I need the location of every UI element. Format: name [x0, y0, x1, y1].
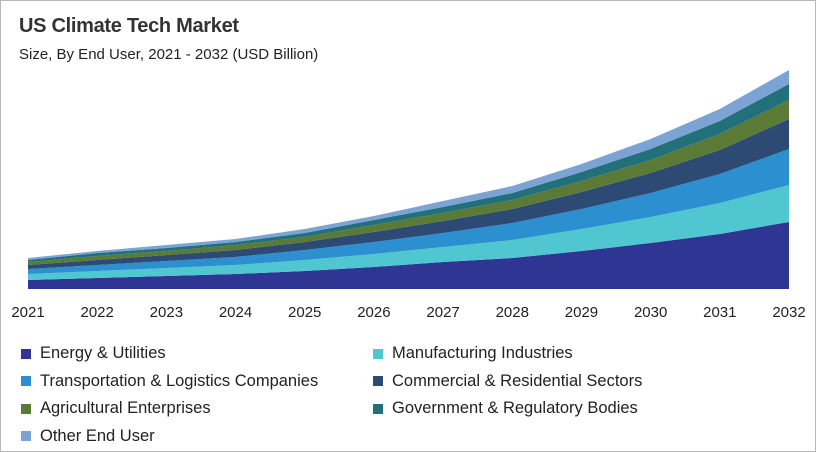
x-tick-label: 2032	[772, 304, 805, 321]
legend-swatch	[373, 403, 383, 414]
chart-title: US Climate Tech Market	[19, 15, 239, 37]
legend-label: Other End User	[40, 426, 155, 445]
legend-label: Government & Regulatory Bodies	[392, 399, 638, 417]
area-series-2	[28, 149, 789, 274]
legend-swatch	[373, 348, 383, 359]
x-tick-label: 2023	[150, 304, 183, 321]
legend-swatch	[21, 431, 31, 441]
legend-label: Transportation & Logistics Companies	[40, 371, 319, 390]
x-tick-label: 2029	[565, 304, 598, 321]
x-tick-label: 2026	[357, 304, 390, 321]
legend-item: Government & Regulatory Bodies	[373, 399, 638, 418]
stacked-area-chart: 2021 2022 2023 2024 2025 2026 2027 2028 2029 2030…	[11, 70, 806, 321]
x-tick-label: 2028	[496, 304, 529, 321]
legend-swatch	[21, 403, 31, 414]
x-tick-label: 2025	[288, 304, 321, 321]
x-tick-label: 2022	[80, 304, 113, 321]
legend-label: Agricultural Enterprises	[40, 399, 211, 417]
area-series-1	[28, 185, 789, 280]
legend-item: Commercial & Residential Sectors	[373, 372, 642, 391]
legend-item: Other End User	[21, 427, 155, 446]
legend-swatch	[373, 376, 383, 386]
x-tick-label: 2030	[634, 304, 667, 321]
x-tick-label: 2021	[11, 304, 44, 321]
legend-swatch	[21, 348, 31, 359]
area-series-3	[28, 119, 789, 269]
legend-label: Commercial & Residential Sectors	[392, 371, 643, 390]
legend-item: Energy & Utilities	[21, 344, 166, 363]
chart-subtitle: Size, By End User, 2021 - 2032 (USD Bill…	[19, 46, 319, 63]
legend-swatch	[21, 376, 31, 386]
legend-item: Agricultural Enterprises	[21, 399, 211, 418]
legend-label: Manufacturing Industries	[392, 344, 573, 362]
x-tick-label: 2031	[703, 304, 736, 321]
x-tick-label: 2024	[219, 304, 252, 321]
x-tick-label: 2027	[426, 304, 459, 321]
legend-item: Transportation & Logistics Companies	[21, 372, 318, 391]
legend-item: Manufacturing Industries	[373, 344, 573, 363]
area-series-0	[28, 222, 789, 289]
legend-label: Energy & Utilities	[40, 344, 166, 362]
